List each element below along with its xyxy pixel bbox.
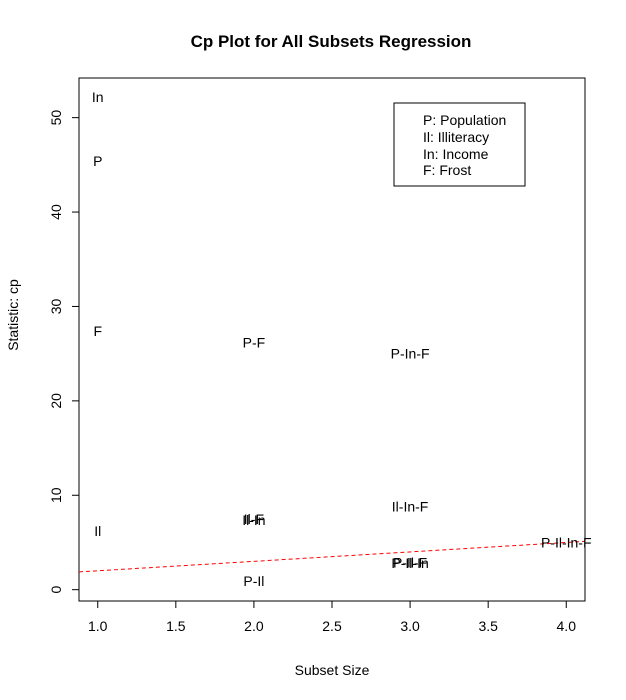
point-labels: In P F Il P-F Il-FIl-In P-Il P-In-F Il-In-F P-Il-… [92,89,592,589]
y-axis-label: Statistic: cp [5,279,21,351]
point-label: Il-F [244,511,264,527]
x-tick-label: 3.5 [478,618,498,634]
legend-box [393,102,526,187]
x-axis-label: Subset Size [295,662,370,678]
legend-entry-frost: F: Frost [423,162,471,178]
y-tick-label: 40 [48,204,64,220]
y-tick-label: 0 [48,586,64,594]
y-axis: 0 10 20 30 40 50 [48,110,80,594]
legend-entry-income: In: Income [423,146,489,162]
x-tick-label: 4.0 [557,618,577,634]
point-label: F [93,323,102,339]
legend-entry-population: P: Population [423,112,506,128]
point-label: Il-In [242,512,265,528]
reference-line [78,540,586,573]
point-label: P-Il-In-F [541,534,592,550]
point-label: In [92,89,104,105]
point-label: Il-In-F [392,499,429,515]
point-label: P-Il-In [391,555,428,571]
legend: P: Population Il: Illiteracy In: Income … [393,102,526,187]
point-label: P-Il [243,573,264,589]
point-label: P [93,153,102,169]
point-label: P-In-F [391,346,430,362]
x-tick-label: 3.0 [400,618,420,634]
x-axis: 1.0 1.5 2.0 2.5 3.0 3.5 4.0 [88,600,577,634]
legend-entry-illiteracy: Il: Illiteracy [423,129,489,145]
point-label: P-Il-F [393,554,427,570]
point-label: P-F [243,334,266,350]
point-label: Il [94,523,101,539]
x-tick-label: 1.5 [166,618,186,634]
y-tick-label: 30 [48,298,64,314]
y-tick-label: 20 [48,393,64,409]
reference-line-layer [78,540,586,573]
y-tick-label: 10 [48,487,64,503]
x-tick-label: 2.5 [322,618,342,634]
y-tick-label: 50 [48,110,64,126]
chart-title: Cp Plot for All Subsets Regression [191,32,472,51]
x-tick-label: 2.0 [244,618,264,634]
x-tick-label: 1.0 [88,618,108,634]
